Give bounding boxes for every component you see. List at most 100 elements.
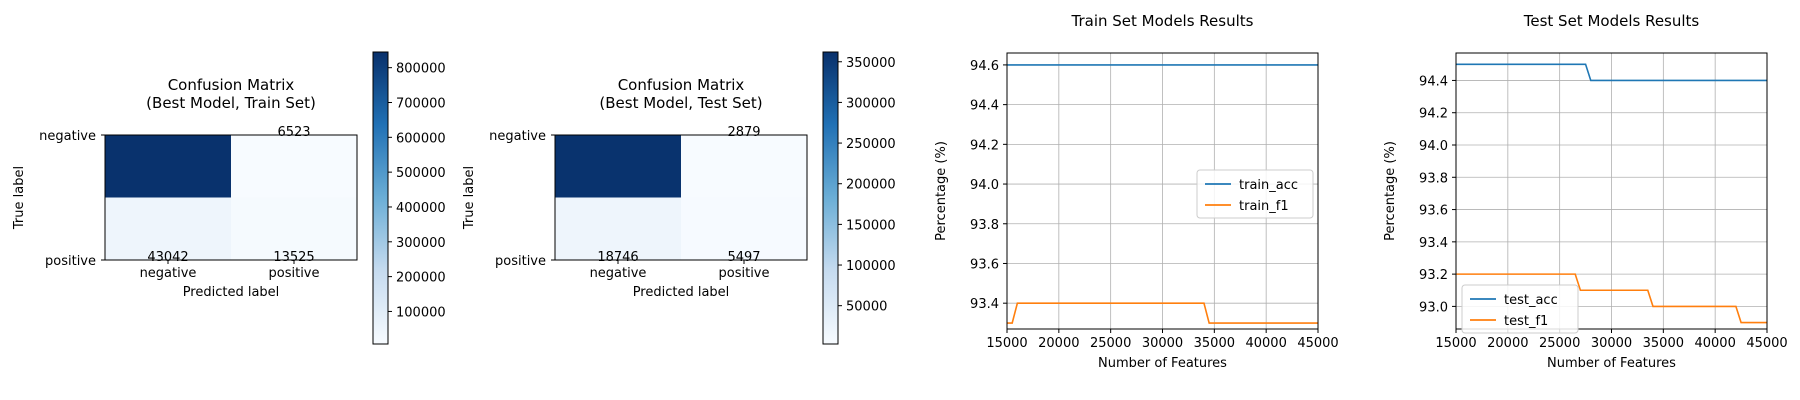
legend-entry-label: test_acc (1504, 293, 1558, 308)
matrix-cell (555, 197, 681, 260)
chart-title-line: (Best Model, Test Set) (599, 94, 762, 112)
x-axis-label: Predicted label (183, 285, 280, 300)
colorbar-tick-label: 300000 (846, 96, 896, 111)
x-tick-label: 35000 (1194, 336, 1235, 351)
y-tick-label: negative (489, 129, 546, 144)
colorbar-tick-label: 300000 (396, 236, 446, 251)
colorbar-tick-label: 150000 (846, 218, 896, 233)
colorbar-tick-label: 350000 (846, 56, 896, 71)
x-tick-label: 25000 (1090, 336, 1131, 351)
y-tick-label: positive (45, 254, 96, 269)
colorbar-tick-label: 200000 (846, 178, 896, 193)
cell-value-label: 13525 (273, 250, 314, 265)
matrix-cell (105, 197, 231, 260)
matrix-cell (681, 135, 807, 198)
matrix-cell (105, 135, 231, 198)
y-axis-label: Percentage (%) (934, 141, 949, 241)
series-line-test_acc (1456, 63, 1767, 82)
legend-entry-label: train_acc (1239, 178, 1298, 193)
x-tick-label: 40000 (1694, 336, 1735, 351)
y-tick-label: 93.6 (1419, 204, 1448, 219)
y-tick-label: 93.6 (970, 257, 999, 272)
x-axis-label: Number of Features (1547, 356, 1676, 371)
y-tick-label: 93.0 (1419, 300, 1448, 315)
matrix-cell (231, 197, 357, 260)
x-tick-label: 40000 (1245, 336, 1286, 351)
colorbar-tick-label: 700000 (396, 96, 446, 111)
x-tick-label: negative (590, 266, 647, 281)
legend-entry-label: train_f1 (1239, 199, 1289, 214)
y-tick-label: 94.6 (970, 59, 999, 74)
y-tick-label: 93.2 (1419, 268, 1448, 283)
x-tick-label: 20000 (1038, 336, 1079, 351)
y-axis-label: True label (462, 166, 477, 230)
x-tick-label: 20000 (1487, 336, 1528, 351)
y-tick-label: 94.4 (1419, 74, 1448, 89)
legend: train_acc train_f1 (1196, 169, 1314, 219)
chart-title: Test Set Models Results (1523, 12, 1700, 30)
x-tick-label: positive (719, 266, 770, 281)
chart-title: Train Set Models Results (1071, 12, 1254, 30)
colorbar-tick-label: 800000 (396, 62, 446, 77)
confusion-matrix-1: Confusion Matrix(Best Model, Train Set) 6… (12, 51, 446, 345)
x-tick-label: 45000 (1297, 336, 1338, 351)
y-tick-label: 93.8 (1419, 171, 1448, 186)
x-tick-label: negative (140, 266, 197, 281)
colorbar (822, 51, 839, 345)
y-tick-label: 94.2 (970, 138, 999, 153)
y-tick-label: negative (39, 129, 96, 144)
chart-title-line: Confusion Matrix (168, 76, 295, 94)
colorbar-tick-label: 100000 (846, 259, 896, 274)
legend-box (1461, 284, 1579, 334)
colorbar-tick-label: 200000 (396, 271, 446, 286)
legend: test_acc test_f1 (1461, 284, 1579, 334)
y-tick-label: positive (495, 254, 546, 269)
cell-value-label: 18746 (597, 250, 638, 265)
y-tick-label: 93.4 (970, 297, 999, 312)
matrix-cell (231, 135, 357, 198)
matrix-cell (681, 197, 807, 260)
x-tick-label: 30000 (1142, 336, 1183, 351)
y-tick-label: 93.4 (1419, 236, 1448, 251)
colorbar-tick-label: 50000 (846, 300, 887, 315)
x-tick-label: 30000 (1591, 336, 1632, 351)
colorbar-tick-label: 500000 (396, 166, 446, 181)
x-axis-label: Number of Features (1098, 356, 1227, 371)
colorbar-tick-label: 100000 (396, 305, 446, 320)
x-tick-label: 25000 (1539, 336, 1580, 351)
confusion-matrix-2: Confusion Matrix(Best Model, Test Set) 28… (462, 51, 896, 345)
cell-value-label: 43042 (147, 250, 188, 265)
line-chart-1: Train Set Models Results 15000 20000 25000 3… (934, 12, 1339, 371)
y-tick-label: 94.0 (970, 178, 999, 193)
x-tick-label: 15000 (986, 336, 1027, 351)
cell-value-label: 2879 (727, 125, 760, 140)
x-tick-label: positive (269, 266, 320, 281)
legend-box (1196, 169, 1314, 219)
chart-title-line: Confusion Matrix (618, 76, 745, 94)
legend-entry-label: test_f1 (1504, 314, 1548, 329)
chart-title-line: (Best Model, Train Set) (146, 94, 316, 112)
line-chart-2: Test Set Models Results 15000 20000 25000 30… (1383, 12, 1788, 371)
x-tick-label: 35000 (1643, 336, 1684, 351)
matrix-frame (554, 134, 808, 261)
matrix-frame (104, 134, 358, 261)
series-line-train_f1 (1007, 302, 1318, 324)
y-tick-label: 94.4 (970, 99, 999, 114)
series-line-test_f1 (1456, 273, 1767, 324)
cell-value-label: 6523 (277, 125, 310, 140)
cell-value-label: 5497 (727, 250, 760, 265)
y-axis-label: Percentage (%) (1383, 141, 1398, 241)
y-tick-label: 94.2 (1419, 107, 1448, 122)
y-tick-label: 93.8 (970, 218, 999, 233)
colorbar (372, 51, 389, 345)
y-tick-label: 94.0 (1419, 139, 1448, 154)
x-axis-label: Predicted label (633, 285, 730, 300)
x-tick-label: 45000 (1746, 336, 1787, 351)
colorbar-tick-label: 600000 (396, 131, 446, 146)
y-axis-label: True label (12, 166, 27, 230)
x-tick-label: 15000 (1435, 336, 1476, 351)
matrix-cell (555, 135, 681, 198)
colorbar-tick-label: 400000 (396, 201, 446, 216)
colorbar-tick-label: 250000 (846, 137, 896, 152)
